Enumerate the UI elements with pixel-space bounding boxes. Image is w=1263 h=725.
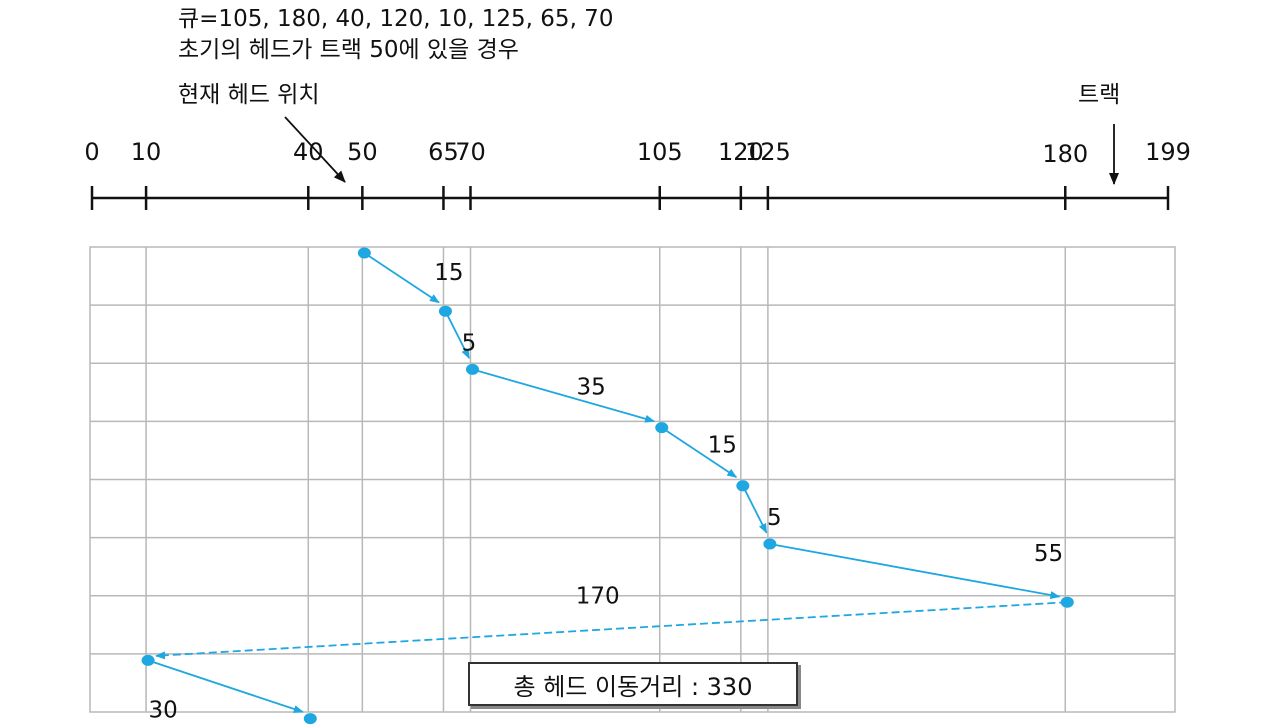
tick-label: 105	[636, 138, 683, 166]
head-position-dot	[357, 247, 371, 259]
segment-distance-label: 15	[708, 433, 737, 459]
head-position-dot	[141, 654, 155, 666]
total-distance-box: 총 헤드 이동거리 : 330	[468, 662, 798, 706]
tick-label: 120	[717, 138, 764, 166]
tick-label: 65	[428, 138, 459, 166]
tick-label: 180	[1042, 140, 1089, 168]
head-move-segment	[472, 368, 656, 423]
head-move-segment	[147, 659, 304, 713]
segment-distance-label: 5	[462, 330, 477, 356]
head-move-segment	[661, 426, 738, 478]
total-distance-text: 총 헤드 이동거리 : 330	[513, 672, 753, 701]
head-position-dot	[736, 480, 750, 492]
head-position-dot	[465, 363, 479, 375]
head-position-dot	[438, 305, 452, 317]
head-move-segment	[444, 310, 470, 360]
segment-distance-label: 5	[767, 505, 782, 531]
tick-label: 50	[347, 138, 378, 166]
head-position-dot	[655, 422, 669, 434]
track-label: 트랙	[1078, 82, 1121, 108]
head-position-dot	[1060, 596, 1074, 608]
head-move-segment	[155, 601, 1068, 660]
tick-label: 0	[84, 138, 100, 166]
tick-label: 10	[130, 138, 162, 166]
segment-distance-label: 35	[576, 375, 605, 401]
segment-distance-label: 30	[149, 698, 178, 724]
segment-distance-label: 15	[434, 260, 463, 286]
head-move-segment	[742, 485, 768, 534]
tick-label: 199	[1145, 138, 1191, 166]
head-position-dot	[763, 538, 777, 550]
head-position-dot	[303, 713, 317, 725]
head-move-segment	[363, 252, 440, 304]
current-head-pointer	[284, 116, 346, 183]
tick-label: 125	[744, 138, 791, 166]
tick-label: 70	[455, 138, 486, 166]
queue-line: 큐=105, 180, 40, 120, 10, 125, 65, 70	[178, 6, 614, 32]
head-move-segment	[769, 543, 1061, 599]
segment-distance-label: 55	[1034, 541, 1063, 567]
segment-distance-label: 170	[576, 583, 620, 609]
initial-head-line: 초기의 헤드가 트랙 50에 있을 경우	[178, 37, 519, 63]
current-head-label: 현재 헤드 위치	[178, 82, 320, 108]
